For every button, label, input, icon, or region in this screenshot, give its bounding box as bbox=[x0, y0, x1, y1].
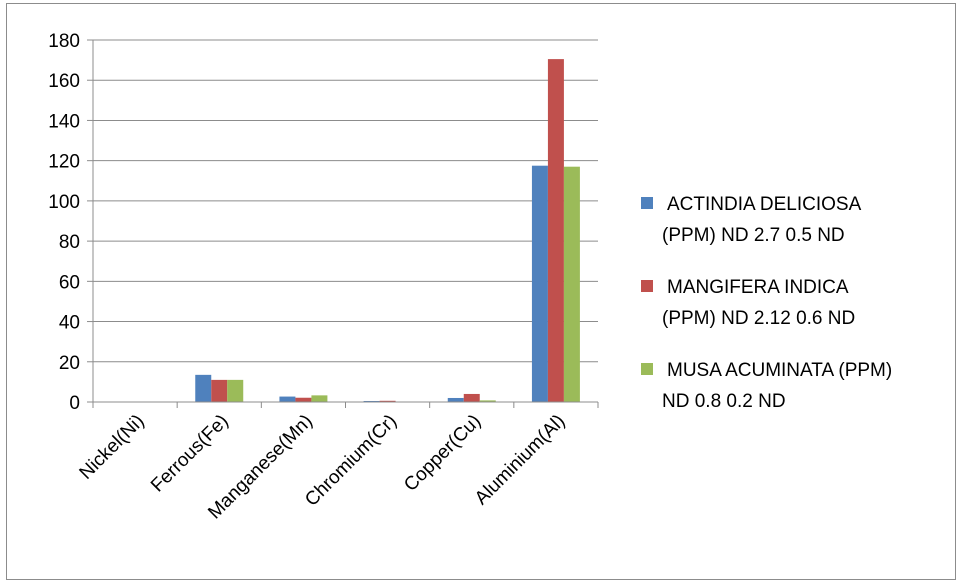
y-tick-label: 60 bbox=[59, 272, 80, 293]
y-tick-label: 80 bbox=[59, 232, 80, 253]
x-tick-label: Aluminium(Al) bbox=[471, 411, 569, 509]
y-tick-label: 160 bbox=[48, 71, 80, 92]
bar bbox=[531, 165, 548, 402]
bar bbox=[547, 59, 564, 402]
legend-swatch bbox=[641, 197, 653, 209]
legend: ACTINDIA DELICIOSA (PPM) ND 2.7 0.5 ND MAN… bbox=[641, 194, 892, 412]
bar bbox=[211, 379, 228, 402]
x-tick-label: Nickel(Ni) bbox=[76, 411, 149, 484]
x-axis-ticks: Nickel(Ni)Ferrous(Fe)Manganese(Mn)Chromi… bbox=[76, 402, 599, 523]
bar bbox=[279, 396, 296, 402]
y-axis-ticks: 0 20 40 60 80 100 120 140 160 180 bbox=[48, 31, 93, 414]
legend-swatch bbox=[641, 363, 653, 375]
gridlines bbox=[93, 39, 598, 363]
x-tick-label: Copper(Cu) bbox=[400, 411, 485, 496]
y-tick-label: 140 bbox=[48, 111, 80, 132]
y-tick-label: 100 bbox=[48, 192, 80, 213]
chart-frame bbox=[6, 3, 956, 580]
bar bbox=[295, 397, 312, 402]
y-tick-label: 20 bbox=[59, 353, 80, 374]
bar bbox=[447, 397, 464, 402]
legend-swatch bbox=[641, 280, 653, 292]
y-tick-label: 180 bbox=[48, 31, 80, 52]
bar bbox=[227, 379, 244, 402]
bar bbox=[479, 400, 496, 402]
y-tick-label: 120 bbox=[48, 152, 80, 173]
bar bbox=[195, 374, 212, 402]
bar bbox=[363, 400, 380, 402]
bar bbox=[563, 166, 580, 402]
legend-label: MANGIFERA INDICA (PPM) ND 2.12 0.6 ND bbox=[662, 277, 855, 329]
y-tick-label: 0 bbox=[69, 393, 80, 414]
y-tick-label: 40 bbox=[59, 313, 80, 334]
legend-label: MUSA ACUMINATA (PPM) ND 0.8 0.2 ND bbox=[662, 360, 892, 412]
bar bbox=[311, 395, 328, 402]
axes bbox=[92, 40, 598, 403]
bar bbox=[379, 400, 396, 402]
bar bbox=[463, 393, 480, 402]
x-tick-label: Ferrous(Fe) bbox=[147, 411, 233, 497]
bars bbox=[195, 59, 580, 402]
legend-label: ACTINDIA DELICIOSA (PPM) ND 2.7 0.5 ND bbox=[662, 194, 862, 246]
